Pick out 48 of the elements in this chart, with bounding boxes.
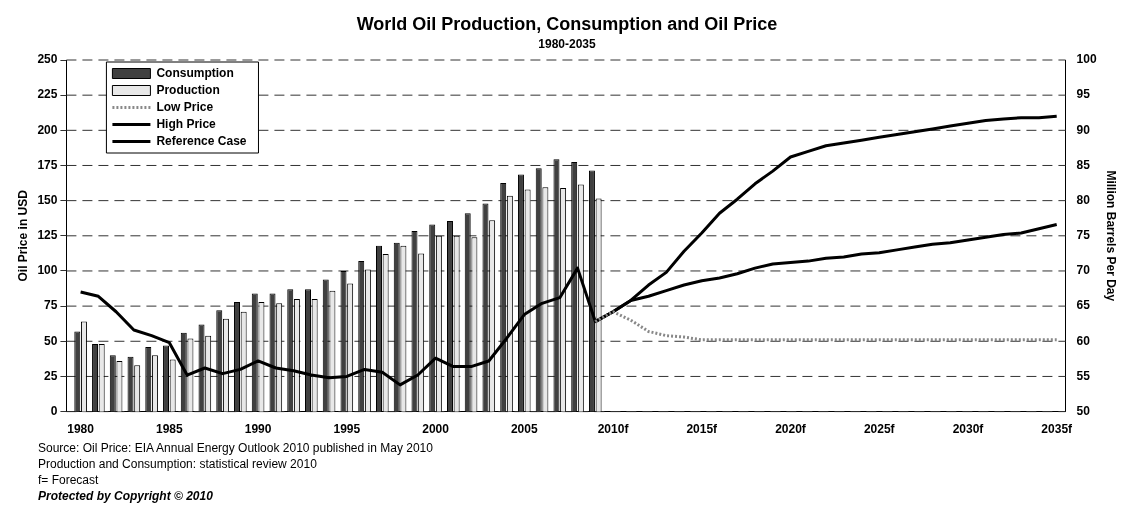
y-tick-label: 25	[44, 368, 58, 383]
x-tick-label: 1995	[333, 422, 361, 437]
y2-tick-label: 100	[1076, 52, 1097, 67]
x-tick-label: 2025f	[863, 422, 896, 437]
text: f= Forecast	[38, 472, 100, 488]
y-tick-label: 150	[37, 192, 58, 207]
chart-title: World Oil Production, Consumption and Oil Price	[356, 13, 778, 34]
y-tick-label: 200	[37, 122, 58, 137]
text: Production and Consumption: statistical review 2010	[38, 456, 318, 472]
source-note: Source: Oil Price: EIA Annual Energy Outlook 2010 published in May 2010	[38, 440, 434, 456]
x-tick-label: 1990	[244, 422, 272, 437]
legend-label: Reference Case	[156, 133, 247, 148]
y-tick-label: 125	[37, 228, 58, 243]
y-tick-label: 175	[37, 157, 58, 172]
legend-label: Production	[156, 82, 220, 97]
line-series	[593, 310, 1059, 342]
x-tick-label: 2015f	[686, 422, 719, 437]
x-tick-label: 2020f	[775, 422, 807, 437]
text: Protected by Copyright © 2010	[38, 488, 214, 504]
legend-label: High Price	[156, 116, 217, 131]
y-tick-label: 100	[37, 263, 58, 278]
legend-label: Consumption	[156, 65, 234, 80]
y-tick-label: 0	[50, 403, 58, 418]
y2-tick-label: 75	[1076, 228, 1091, 243]
y-axis-title: Oil Price in USD	[15, 189, 30, 282]
y2-tick-label: 65	[1076, 298, 1091, 313]
x-tick-label: 1985	[156, 422, 184, 437]
y2-tick-label: 80	[1076, 192, 1091, 207]
chart-subtitle: 1980-2035	[538, 37, 597, 52]
y-tick-label: 75	[44, 298, 58, 313]
y2-tick-label: 70	[1076, 263, 1091, 278]
x-tick-label: 2010f	[597, 422, 630, 437]
y2-tick-label: 55	[1076, 368, 1091, 383]
x-tick-label: 1980	[67, 422, 95, 437]
x-tick-label: 2005	[510, 422, 538, 437]
x-tick-label: 2000	[422, 422, 450, 437]
legend-label: Low Price	[156, 99, 214, 114]
y2-tick-label: 50	[1076, 403, 1091, 418]
y2-axis-title: Million Barrels Per Day	[1104, 170, 1119, 302]
y-tick-label: 50	[44, 333, 58, 348]
y2-tick-label: 85	[1076, 157, 1091, 172]
y2-tick-label: 60	[1076, 333, 1091, 348]
x-tick-label: 2035f	[1041, 422, 1074, 437]
y2-tick-label: 95	[1076, 87, 1091, 102]
y2-tick-label: 90	[1076, 122, 1091, 137]
y-tick-label: 225	[37, 87, 58, 102]
y-tick-label: 250	[37, 52, 58, 67]
x-tick-label: 2030f	[952, 422, 985, 437]
